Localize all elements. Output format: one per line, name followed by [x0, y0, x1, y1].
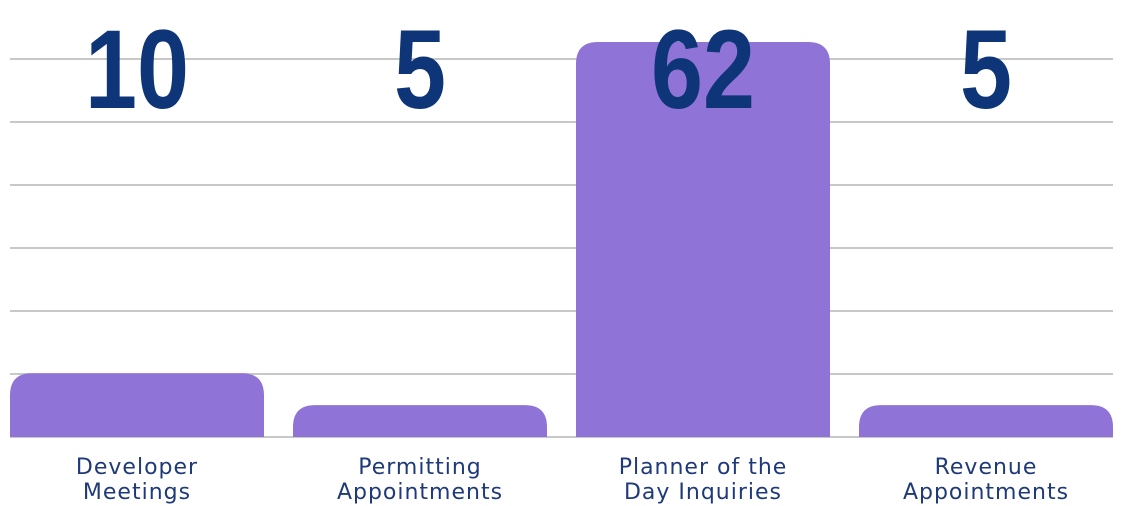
- category-labels: Developer Meetings Permitting Appointments P…: [76, 455, 1069, 505]
- category-label: Revenue Appointments: [903, 455, 1069, 505]
- category-label: Developer Meetings: [76, 455, 198, 505]
- bars: [10, 42, 1113, 437]
- data-label: 5: [394, 7, 446, 132]
- bar: [293, 405, 547, 437]
- data-label: 5: [960, 7, 1012, 132]
- bar: [10, 373, 264, 437]
- bar: [859, 405, 1113, 437]
- category-label: Permitting Appointments: [337, 455, 503, 505]
- data-label: 10: [85, 7, 189, 132]
- bar: [576, 42, 830, 437]
- data-label: 62: [651, 7, 755, 132]
- value-labels: 10 5 62 5: [85, 7, 1012, 132]
- category-label: Planner of the Day Inquiries: [619, 455, 788, 505]
